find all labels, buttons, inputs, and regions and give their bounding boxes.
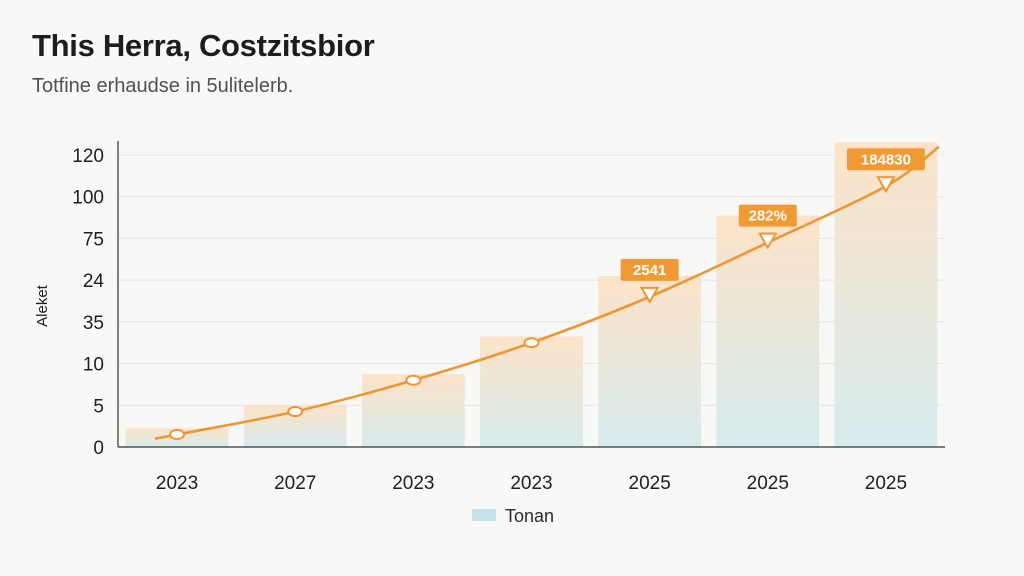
legend-label: Tonan <box>505 506 554 526</box>
x-tick-label: 2025 <box>865 473 907 494</box>
y-tick-label: 24 <box>83 271 105 292</box>
chart-title: This Herra, Costzitsbior <box>32 28 375 63</box>
bars <box>125 142 938 447</box>
bar <box>598 275 702 447</box>
y-tick-label: 75 <box>83 229 104 250</box>
legend-swatch <box>472 509 496 521</box>
x-tick-label: 2027 <box>274 473 316 494</box>
y-tick-label: 5 <box>93 396 104 417</box>
x-tick-label: 2023 <box>392 473 434 494</box>
callouts: 2541 282% 184830 <box>620 148 925 281</box>
callout-label: 184830 <box>861 151 911 168</box>
x-tick-label: 2025 <box>747 473 789 494</box>
trend-marker <box>169 428 186 440</box>
y-axis-title: Aleket <box>34 284 51 327</box>
x-tick-label: 2025 <box>629 473 671 494</box>
trend-marker <box>639 286 660 304</box>
callout-label: 282% <box>749 208 787 225</box>
y-tick-label: 120 <box>72 146 104 167</box>
axes: 0 5 10 35 24 75 100 120 Aleket 2023 2027 2023 2023 20… <box>34 141 945 494</box>
bar <box>361 374 465 447</box>
x-tick-label: 2023 <box>156 473 198 494</box>
y-tick-label: 0 <box>93 438 104 459</box>
y-tick-label: 35 <box>83 313 104 334</box>
callout-box <box>738 204 797 227</box>
x-tick-label: 2023 <box>510 473 552 494</box>
bar <box>716 215 820 447</box>
trend-marker <box>876 176 896 194</box>
callout-box <box>846 148 925 171</box>
trend-marker <box>758 232 778 250</box>
trend-marker <box>287 406 304 418</box>
chart-subtitle: Totfine erhaudse in 5ulitelerb. <box>32 75 294 97</box>
callout-label: 2541 <box>633 262 666 279</box>
legend: Tonan <box>472 506 554 526</box>
callout-box <box>620 258 679 281</box>
trend-marker <box>405 374 422 386</box>
trend-marker <box>523 337 540 349</box>
y-tick-label: 10 <box>83 355 104 376</box>
bar <box>480 336 583 447</box>
trend-line <box>154 145 940 440</box>
y-tick-label: 100 <box>72 188 104 209</box>
